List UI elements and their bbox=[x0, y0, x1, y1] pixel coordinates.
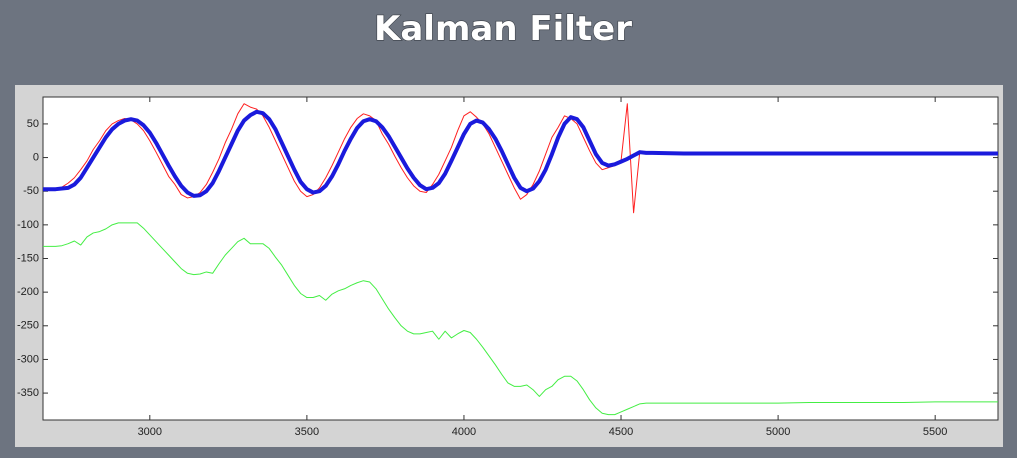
ticks: 50 0 -50 -100 -150 -200 -250 -300 -350 3000 3500 40… bbox=[17, 97, 998, 438]
y-tick-label: 50 bbox=[27, 118, 39, 130]
slide-title: Kalman Filter bbox=[374, 9, 632, 49]
lines bbox=[43, 103, 998, 416]
series-line bbox=[43, 222, 998, 416]
y-tick-label: -350 bbox=[17, 387, 39, 399]
series-line bbox=[43, 109, 998, 198]
y-tick-label: -150 bbox=[17, 252, 39, 264]
y-tick-label: -300 bbox=[17, 353, 39, 365]
y-tick-label: -250 bbox=[17, 320, 39, 332]
x-tick-label: 4500 bbox=[609, 426, 633, 438]
x-tick-label: 5500 bbox=[923, 426, 947, 438]
x-tick-label: 3000 bbox=[138, 426, 162, 438]
y-tick-label: -200 bbox=[17, 286, 39, 298]
y-tick-label: -100 bbox=[17, 219, 39, 231]
y-tick-label: -50 bbox=[23, 185, 39, 197]
x-tick-label: 4000 bbox=[452, 426, 476, 438]
x-tick-label: 5000 bbox=[766, 426, 790, 438]
y-tick-label: 0 bbox=[33, 151, 39, 163]
series-line bbox=[43, 103, 998, 214]
plot-area bbox=[42, 96, 999, 421]
x-tick-label: 3500 bbox=[295, 426, 319, 438]
